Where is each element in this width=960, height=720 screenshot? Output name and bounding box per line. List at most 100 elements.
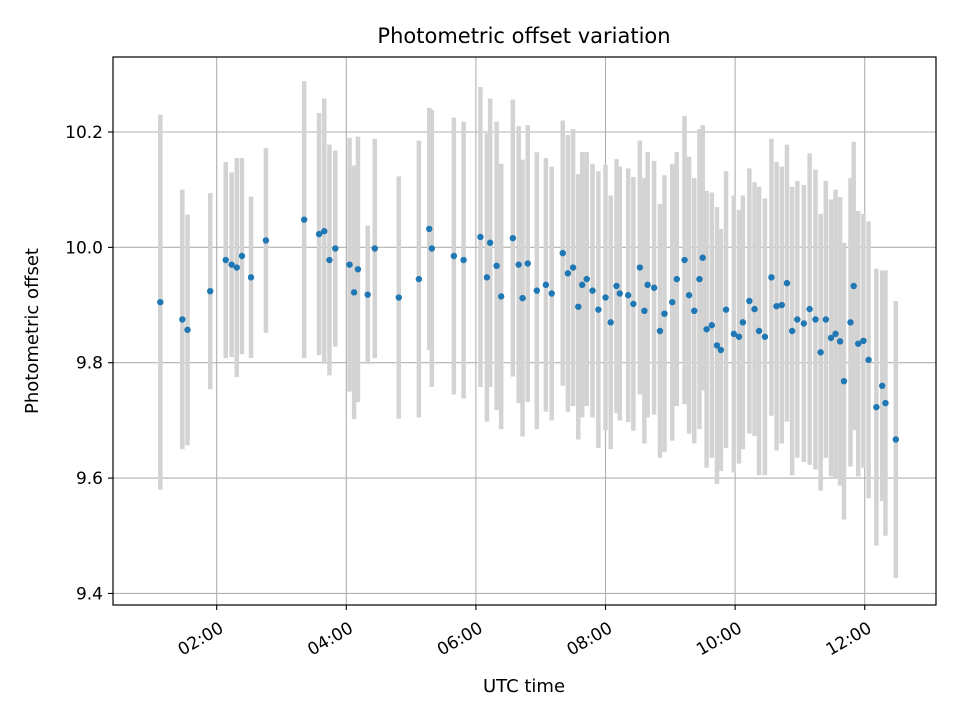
data-point — [428, 245, 436, 252]
data-point — [696, 275, 703, 283]
data-point — [315, 230, 323, 238]
plot-frame — [112, 56, 937, 606]
data-point — [669, 298, 676, 306]
data-point — [524, 260, 531, 267]
data-point — [326, 256, 333, 264]
data-point — [233, 264, 240, 271]
data-point — [713, 342, 721, 349]
data-point — [238, 252, 246, 260]
data-point — [746, 297, 753, 305]
data-point — [773, 302, 780, 310]
data-point — [840, 377, 848, 385]
data-point — [262, 237, 270, 244]
data-point — [483, 274, 491, 281]
data-point — [703, 326, 710, 333]
data-point — [685, 292, 693, 299]
data-point — [616, 290, 623, 297]
y-tick-label: 10.2 — [65, 123, 103, 143]
data-point — [595, 306, 602, 313]
data-point — [509, 234, 517, 242]
data-point — [806, 305, 813, 313]
data-point — [371, 245, 379, 252]
data-point — [708, 322, 715, 329]
data-point — [812, 316, 819, 323]
data-point — [661, 310, 668, 317]
data-point — [607, 319, 614, 326]
data-point — [460, 256, 467, 264]
data-point — [656, 327, 664, 335]
data-point — [395, 294, 402, 301]
data-point — [691, 307, 698, 315]
data-point — [641, 307, 648, 315]
data-point — [179, 316, 186, 323]
data-point — [569, 264, 577, 271]
data-point — [717, 346, 725, 354]
data-point — [636, 264, 644, 271]
data-point — [850, 282, 857, 290]
data-point — [722, 306, 730, 313]
y-tick-label: 9.8 — [76, 354, 103, 374]
data-point — [247, 274, 255, 281]
data-point — [860, 337, 867, 345]
data-point — [207, 287, 214, 295]
chart-title: Photometric offset variation — [377, 24, 670, 48]
data-point — [321, 228, 328, 235]
data-point — [364, 291, 371, 298]
data-point — [426, 225, 433, 233]
data-point — [548, 290, 555, 297]
data-point — [800, 320, 808, 327]
data-point — [699, 254, 706, 261]
y-tick-label: 9.4 — [76, 584, 103, 604]
data-point — [354, 266, 362, 273]
data-point — [493, 262, 500, 270]
data-point — [630, 300, 637, 308]
data-point — [892, 436, 900, 443]
data-point — [673, 275, 680, 283]
data-point — [350, 289, 358, 296]
data-point — [847, 319, 854, 326]
data-point — [778, 301, 785, 309]
data-point — [855, 340, 862, 347]
data-point — [751, 305, 758, 313]
data-point — [332, 245, 339, 252]
data-point — [157, 298, 164, 306]
data-point — [578, 281, 586, 289]
data-point — [827, 334, 835, 342]
y-axis-label: Photometric offset — [22, 248, 43, 414]
data-point — [836, 338, 844, 345]
data-points — [157, 216, 900, 443]
data-point — [228, 261, 235, 268]
data-point — [519, 294, 526, 302]
data-point — [768, 274, 775, 281]
data-point — [761, 333, 769, 340]
data-point — [755, 327, 763, 335]
data-point — [477, 233, 484, 241]
data-point — [739, 319, 747, 326]
data-point — [832, 330, 839, 338]
data-point — [817, 349, 824, 356]
data-point — [822, 316, 830, 323]
data-point — [865, 356, 872, 364]
data-point — [533, 287, 541, 294]
data-point — [559, 249, 566, 257]
data-point — [583, 275, 590, 283]
data-point — [450, 252, 458, 260]
data-point — [589, 287, 596, 294]
data-point — [873, 403, 880, 411]
data-point — [783, 279, 791, 287]
data-point — [497, 293, 505, 300]
y-axis: 9.4 9.6 9.8 10.0 10.2 — [65, 123, 113, 604]
data-point — [735, 333, 743, 340]
data-point — [730, 330, 738, 338]
data-point — [564, 270, 572, 277]
data-point — [794, 316, 801, 323]
data-point — [575, 303, 582, 310]
data-point — [542, 281, 550, 289]
data-point — [681, 256, 688, 264]
data-point — [624, 292, 632, 299]
data-point — [882, 399, 889, 407]
data-point — [515, 261, 522, 268]
data-point — [602, 294, 609, 301]
data-point — [644, 281, 651, 289]
